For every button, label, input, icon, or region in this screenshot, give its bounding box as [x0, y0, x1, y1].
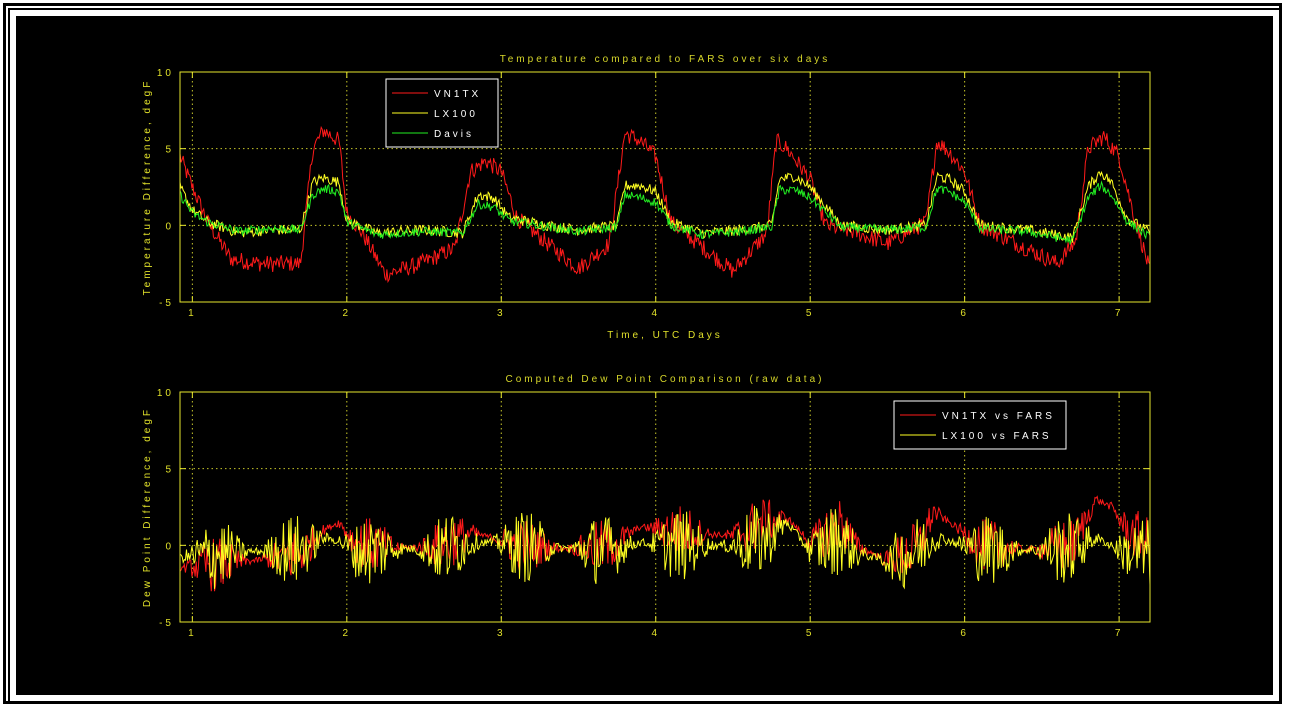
axes-box: [179, 391, 1151, 623]
x-tick-label: 2: [343, 628, 352, 639]
y-tick-label: -5: [159, 298, 174, 309]
x-tick-label: 6: [960, 308, 969, 319]
x-tick-label: 1: [188, 308, 197, 319]
x-tick-label: 4: [651, 628, 660, 639]
y-tick-label: 5: [165, 465, 174, 476]
chart-panel-1: 1 2 3 4 5 6 7 -5 0 5 10 Temperature compared to FAR…: [142, 54, 1151, 341]
series-line-lx100-vs-fars: [180, 505, 1150, 590]
legend-entry: LX100 vs FARS: [942, 431, 1052, 442]
y-tick-label: -5: [159, 618, 174, 629]
legend-entry: VN1TX vs FARS: [942, 411, 1055, 422]
y-tick-label: 10: [157, 68, 174, 79]
x-tick-label: 1: [188, 628, 197, 639]
series-line-lx100: [180, 170, 1150, 243]
y-axis-label: Temperature Difference, degF: [142, 79, 153, 296]
chart-panel-2: 1 2 3 4 5 6 7 -5 0 5 10 Computed Dew Point Comparis…: [142, 374, 1151, 639]
legend-entry: Davis: [434, 129, 474, 140]
y-tick-label: 0: [165, 221, 174, 232]
legend-entry: VN1TX: [434, 89, 481, 100]
x-tick-label: 5: [806, 628, 815, 639]
y-tick-label: 10: [157, 388, 174, 399]
legend: VN1TX vs FARS LX100 vs FARS: [893, 400, 1067, 450]
x-tick-label: 3: [497, 308, 506, 319]
x-tick-label: 7: [1115, 628, 1124, 639]
y-tick-label: 0: [165, 541, 174, 552]
y-axis-label: Dew Point Difference, degF: [142, 407, 153, 607]
series-line-davis: [180, 180, 1150, 245]
y-tick-label: 5: [165, 145, 174, 156]
x-tick-label: 5: [806, 308, 815, 319]
x-tick-label: 7: [1115, 308, 1124, 319]
legend-box: [893, 400, 1067, 450]
legend-entry: LX100: [434, 109, 478, 120]
figure-canvas: 1 2 3 4 5 6 7 -5 0 5 10 Temperature compared to FAR…: [16, 16, 1273, 695]
series-line-vn1tx-vs-fars: [180, 495, 1150, 592]
chart-title: Temperature compared to FARS over six da…: [500, 54, 831, 65]
x-tick-label: 3: [497, 628, 506, 639]
chart-title: Computed Dew Point Comparison (raw data): [506, 374, 825, 385]
x-tick-label: 6: [960, 628, 969, 639]
x-tick-label: 4: [651, 308, 660, 319]
x-axis-label: Time, UTC Days: [607, 330, 723, 341]
axes-box: [179, 71, 1151, 303]
x-tick-label: 2: [343, 308, 352, 319]
legend: VN1TX LX100 Davis: [385, 78, 499, 148]
